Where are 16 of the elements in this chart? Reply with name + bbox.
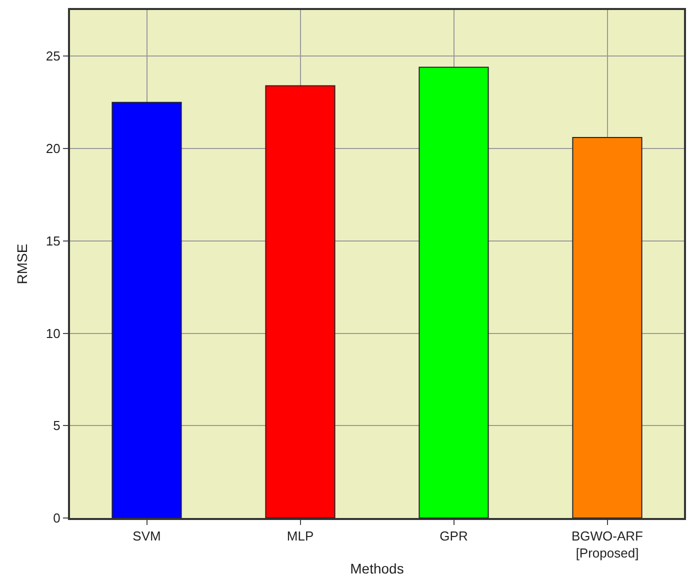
x-axis-title: Methods [350, 560, 404, 576]
y-tick-label: 10 [46, 326, 60, 341]
y-tick-label: 5 [53, 418, 60, 434]
bar [265, 85, 336, 518]
x-tick-label: SVM [132, 528, 161, 544]
x-tick-label: MLP [286, 528, 314, 544]
y-tick-label: 25 [46, 48, 60, 64]
bar [112, 102, 182, 518]
y-axis-title: RMSE [14, 244, 30, 284]
y-tick-label: 15 [46, 233, 60, 248]
x-tick-label: BGWO-ARF [Proposed] [572, 528, 644, 560]
x-tick-label: GPR [440, 528, 468, 544]
bar [572, 136, 642, 518]
y-tick-label: 0 [53, 510, 60, 526]
y-tick-label: 20 [46, 141, 60, 156]
bar [418, 66, 489, 518]
